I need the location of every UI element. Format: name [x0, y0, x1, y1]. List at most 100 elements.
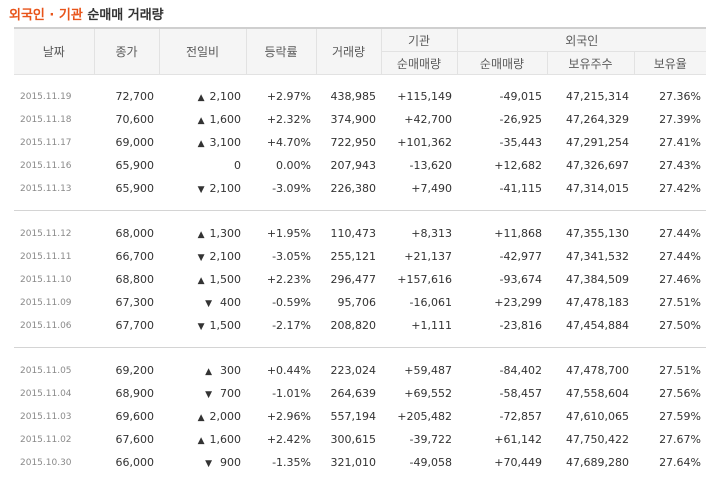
rate-cell: -3.09%: [246, 177, 316, 200]
change-cell: ▲2,000: [159, 405, 246, 428]
down-arrow-icon: ▼: [205, 459, 212, 469]
holdings-cell: 47,341,532: [547, 245, 634, 268]
inst-net-cell: +59,487: [381, 359, 457, 382]
foreign-net-cell: -58,457: [457, 382, 547, 405]
up-arrow-icon: ▲: [198, 276, 205, 286]
holdings-cell: 47,355,130: [547, 222, 634, 245]
rate-cell: -3.05%: [246, 245, 316, 268]
ratio-cell: 27.36%: [634, 85, 706, 108]
header-foreign-net: 순매매량: [457, 52, 547, 75]
change-value: 1,500: [210, 319, 242, 332]
holdings-cell: 47,478,183: [547, 291, 634, 314]
group-spacer: [14, 212, 706, 222]
title-separator: ·: [49, 8, 54, 23]
ratio-cell: 27.51%: [634, 291, 706, 314]
inst-net-cell: -13,620: [381, 154, 457, 177]
close-cell: 69,200: [94, 359, 159, 382]
volume-cell: 300,615: [316, 428, 381, 451]
spacer-cell: [14, 200, 706, 211]
ratio-cell: 27.64%: [634, 451, 706, 474]
change-cell: ▲300: [159, 359, 246, 382]
change-value: 700: [217, 387, 241, 400]
rate-cell: +2.97%: [246, 85, 316, 108]
volume-cell: 722,950: [316, 131, 381, 154]
close-cell: 67,700: [94, 314, 159, 337]
date-cell: 2015.11.02: [14, 428, 94, 451]
date-cell: 2015.11.17: [14, 131, 94, 154]
rate-cell: 0.00%: [246, 154, 316, 177]
date-cell: 2015.11.05: [14, 359, 94, 382]
rate-cell: -2.17%: [246, 314, 316, 337]
rate-cell: +0.44%: [246, 359, 316, 382]
ratio-cell: 27.41%: [634, 131, 706, 154]
holdings-cell: 47,478,700: [547, 359, 634, 382]
volume-cell: 226,380: [316, 177, 381, 200]
foreign-net-cell: -84,402: [457, 359, 547, 382]
volume-cell: 207,943: [316, 154, 381, 177]
group-spacer: [14, 75, 706, 86]
inst-net-cell: +1,111: [381, 314, 457, 337]
rate-cell: +2.42%: [246, 428, 316, 451]
inst-net-cell: +101,362: [381, 131, 457, 154]
header-volume: 거래량: [316, 28, 381, 75]
header-close: 종가: [94, 28, 159, 75]
foreign-net-cell: +12,682: [457, 154, 547, 177]
volume-cell: 438,985: [316, 85, 381, 108]
change-value: 3,100: [210, 136, 242, 149]
change-cell: ▼ 900: [159, 451, 246, 474]
volume-cell: 321,010: [316, 451, 381, 474]
up-arrow-icon: ▲: [198, 230, 205, 240]
foreign-net-cell: +70,449: [457, 451, 547, 474]
close-cell: 67,300: [94, 291, 159, 314]
date-cell: 2015.11.09: [14, 291, 94, 314]
change-cell: ▲ 1,600: [159, 428, 246, 451]
rate-cell: +1.95%: [246, 222, 316, 245]
date-cell: 2015.11.12: [14, 222, 94, 245]
up-arrow-icon: ▲: [198, 436, 205, 446]
change-cell: ▼400: [159, 291, 246, 314]
spacer-cell: [14, 337, 706, 348]
down-arrow-icon: ▼: [198, 253, 205, 263]
close-cell: 66,000: [94, 451, 159, 474]
ratio-cell: 27.39%: [634, 108, 706, 131]
date-cell: 2015.11.06: [14, 314, 94, 337]
header-institution: 기관: [381, 28, 457, 52]
close-cell: 70,600: [94, 108, 159, 131]
title-institution: 기관: [59, 8, 83, 23]
foreign-net-cell: -35,443: [457, 131, 547, 154]
holdings-cell: 47,454,884: [547, 314, 634, 337]
change-value: 900: [217, 456, 241, 469]
group-spacer: [14, 200, 706, 211]
volume-cell: 264,639: [316, 382, 381, 405]
volume-cell: 110,473: [316, 222, 381, 245]
header-foreign-holdings: 보유주수: [547, 52, 634, 75]
inst-net-cell: +69,552: [381, 382, 457, 405]
up-arrow-icon: ▲: [198, 116, 205, 126]
inst-net-cell: -16,061: [381, 291, 457, 314]
title-rest: 순매매 거래량: [87, 8, 163, 23]
up-arrow-icon: ▲: [205, 367, 212, 377]
ratio-cell: 27.42%: [634, 177, 706, 200]
change-value: 1,600: [210, 433, 242, 446]
holdings-cell: 47,326,697: [547, 154, 634, 177]
down-arrow-icon: ▼: [198, 322, 205, 332]
holdings-cell: 47,610,065: [547, 405, 634, 428]
ratio-cell: 27.59%: [634, 405, 706, 428]
up-arrow-icon: ▲: [198, 139, 205, 149]
change-value: 400: [217, 296, 241, 309]
header-change: 전일비: [159, 28, 246, 75]
holdings-cell: 47,314,015: [547, 177, 634, 200]
holdings-cell: 47,750,422: [547, 428, 634, 451]
volume-cell: 208,820: [316, 314, 381, 337]
rate-cell: -1.01%: [246, 382, 316, 405]
close-cell: 68,900: [94, 382, 159, 405]
change-value: 2,100: [210, 90, 242, 103]
inst-net-cell: +115,149: [381, 85, 457, 108]
inst-net-cell: +157,616: [381, 268, 457, 291]
